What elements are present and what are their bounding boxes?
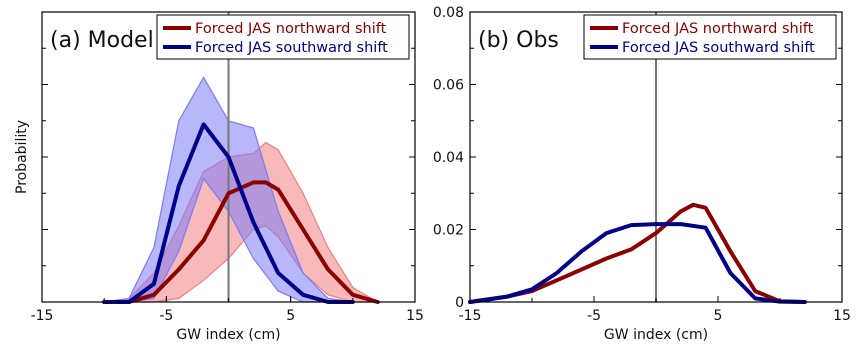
- x-tick-label: 5: [714, 308, 723, 324]
- x-axis-title: GW index (cm): [604, 327, 708, 343]
- x-axis-title: GW index (cm): [176, 327, 280, 343]
- x-tick-label: -5: [587, 308, 601, 324]
- legend-label: Forced JAS northward shift: [622, 21, 814, 37]
- panel-obs: [468, 11, 843, 304]
- x-tick-label: 5: [286, 308, 295, 324]
- x-tick-label: 15: [833, 308, 851, 324]
- series-line-northward: [468, 202, 807, 304]
- y-axis-title: Probability: [14, 120, 30, 194]
- series-line-southward: [468, 222, 807, 304]
- y-tick-label: 0.06: [433, 78, 464, 94]
- legend-label: Forced JAS southward shift: [622, 40, 815, 56]
- panel-label: (b) Obs: [478, 28, 559, 53]
- legend-box: [583, 14, 837, 60]
- y-tick-label: 0.02: [433, 223, 464, 239]
- x-tick-label: 15: [406, 308, 424, 324]
- legend-label: Forced JAS northward shift: [195, 21, 387, 37]
- y-tick-label: 0.04: [433, 150, 464, 166]
- panel-model: [41, 11, 416, 304]
- x-tick-label: -15: [459, 308, 482, 324]
- panel-label: (a) Model: [50, 28, 154, 53]
- legend-box: [156, 14, 410, 60]
- y-tick-label: 0.08: [433, 5, 464, 21]
- series-line-northward: [102, 180, 380, 304]
- y-tick-label: 0: [455, 295, 464, 311]
- x-tick-label: -5: [159, 308, 173, 324]
- x-tick-label: -15: [31, 308, 54, 324]
- legend-label: Forced JAS southward shift: [195, 40, 388, 56]
- series-line-southward: [102, 122, 355, 304]
